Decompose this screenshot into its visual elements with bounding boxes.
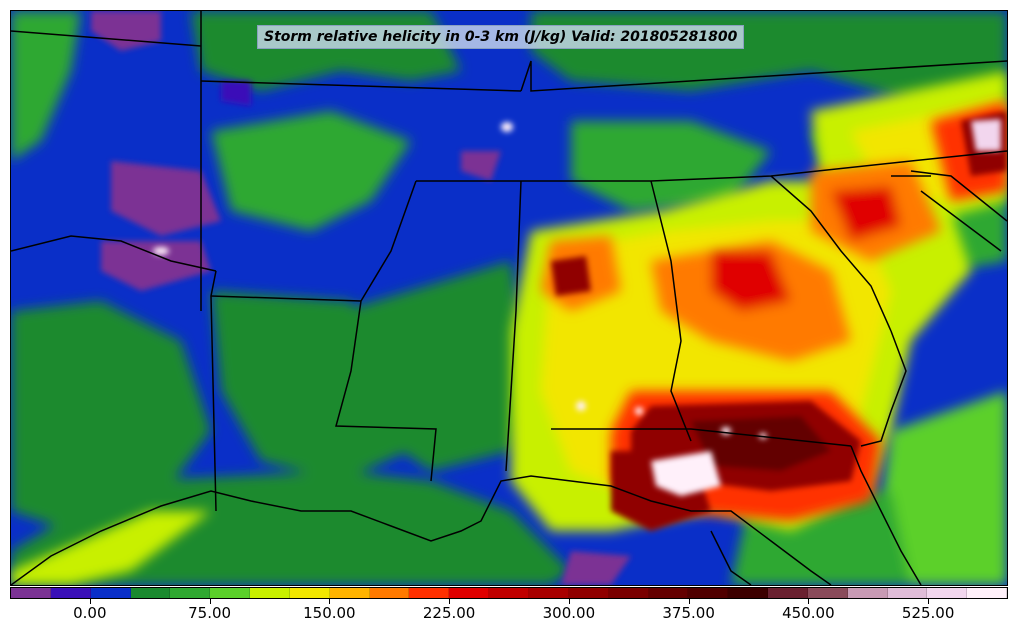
colorbar-segment: [967, 588, 1008, 598]
negative-helicity-patches: [91, 11, 631, 585]
colorbar-segment: [50, 588, 91, 598]
colorbar-ticks: 0.00 75.00 150.00 225.00 300.00 375.00 450.00 5…: [10, 599, 1008, 629]
state-boundaries: [11, 11, 1007, 512]
colorbar-segment: [807, 588, 848, 598]
colorbar-segment: [409, 588, 450, 598]
colorbar-segment: [11, 588, 51, 598]
map-panel: Storm relative helicity in 0-3 km (J/kg)…: [10, 10, 1008, 586]
colorbar-segment: [927, 588, 968, 598]
colorbar-segment: [568, 588, 609, 598]
colorbar-segment: [210, 588, 251, 598]
colorbar-segment: [768, 588, 808, 598]
colorbar-tick-mark: [329, 599, 331, 604]
helicity-map: [11, 11, 1007, 585]
colorbar-tick-mark: [209, 599, 211, 604]
colorbar-segment: [528, 588, 569, 598]
colorbar-tick-label: 75.00: [188, 604, 232, 622]
colorbar-segment: [449, 588, 490, 598]
colorbar-tick-label: 225.00: [422, 604, 476, 622]
colorbar-tick-label: 375.00: [662, 604, 715, 622]
colorbar-tick-label: 450.00: [782, 604, 835, 622]
colorbar-segment: [728, 588, 769, 598]
colorbar-tick-label: 0.00: [73, 604, 107, 622]
colorbar-segment: [608, 588, 649, 598]
colorbar-segment: [489, 588, 529, 598]
colorbar-segment: [90, 588, 131, 598]
coastline: [11, 190, 1002, 585]
colorbar-segment: [289, 588, 330, 598]
colorbar-segment: [887, 588, 928, 598]
colorbar-segment: [130, 588, 171, 598]
colorbar-segment: [688, 588, 729, 598]
extreme-helicity-spots: [153, 119, 1001, 496]
colorbar-segment: [170, 588, 211, 598]
map-title: Storm relative helicity in 0-3 km (J/kg)…: [257, 25, 745, 49]
colorbar-tick-label: 525.00: [901, 604, 955, 622]
colorbar-segment: [329, 588, 370, 598]
colorbar-tick-label: 150.00: [303, 604, 356, 622]
colorbar-tick-label: 300.00: [542, 604, 596, 622]
colorbar-tick-mark: [568, 599, 570, 604]
colorbar-segment: [250, 588, 290, 598]
colorbar-segment: [369, 588, 410, 598]
colorbar: [10, 587, 1008, 599]
colorbar-tick-mark: [688, 599, 690, 604]
colorbar-segment: [847, 588, 888, 598]
colorbar-tick-mark: [89, 599, 91, 604]
colorbar-tick-mark: [928, 599, 930, 604]
colorbar-tick-mark: [808, 599, 810, 604]
colorbar-segment: [648, 588, 689, 598]
colorbar-tick-mark: [449, 599, 451, 604]
